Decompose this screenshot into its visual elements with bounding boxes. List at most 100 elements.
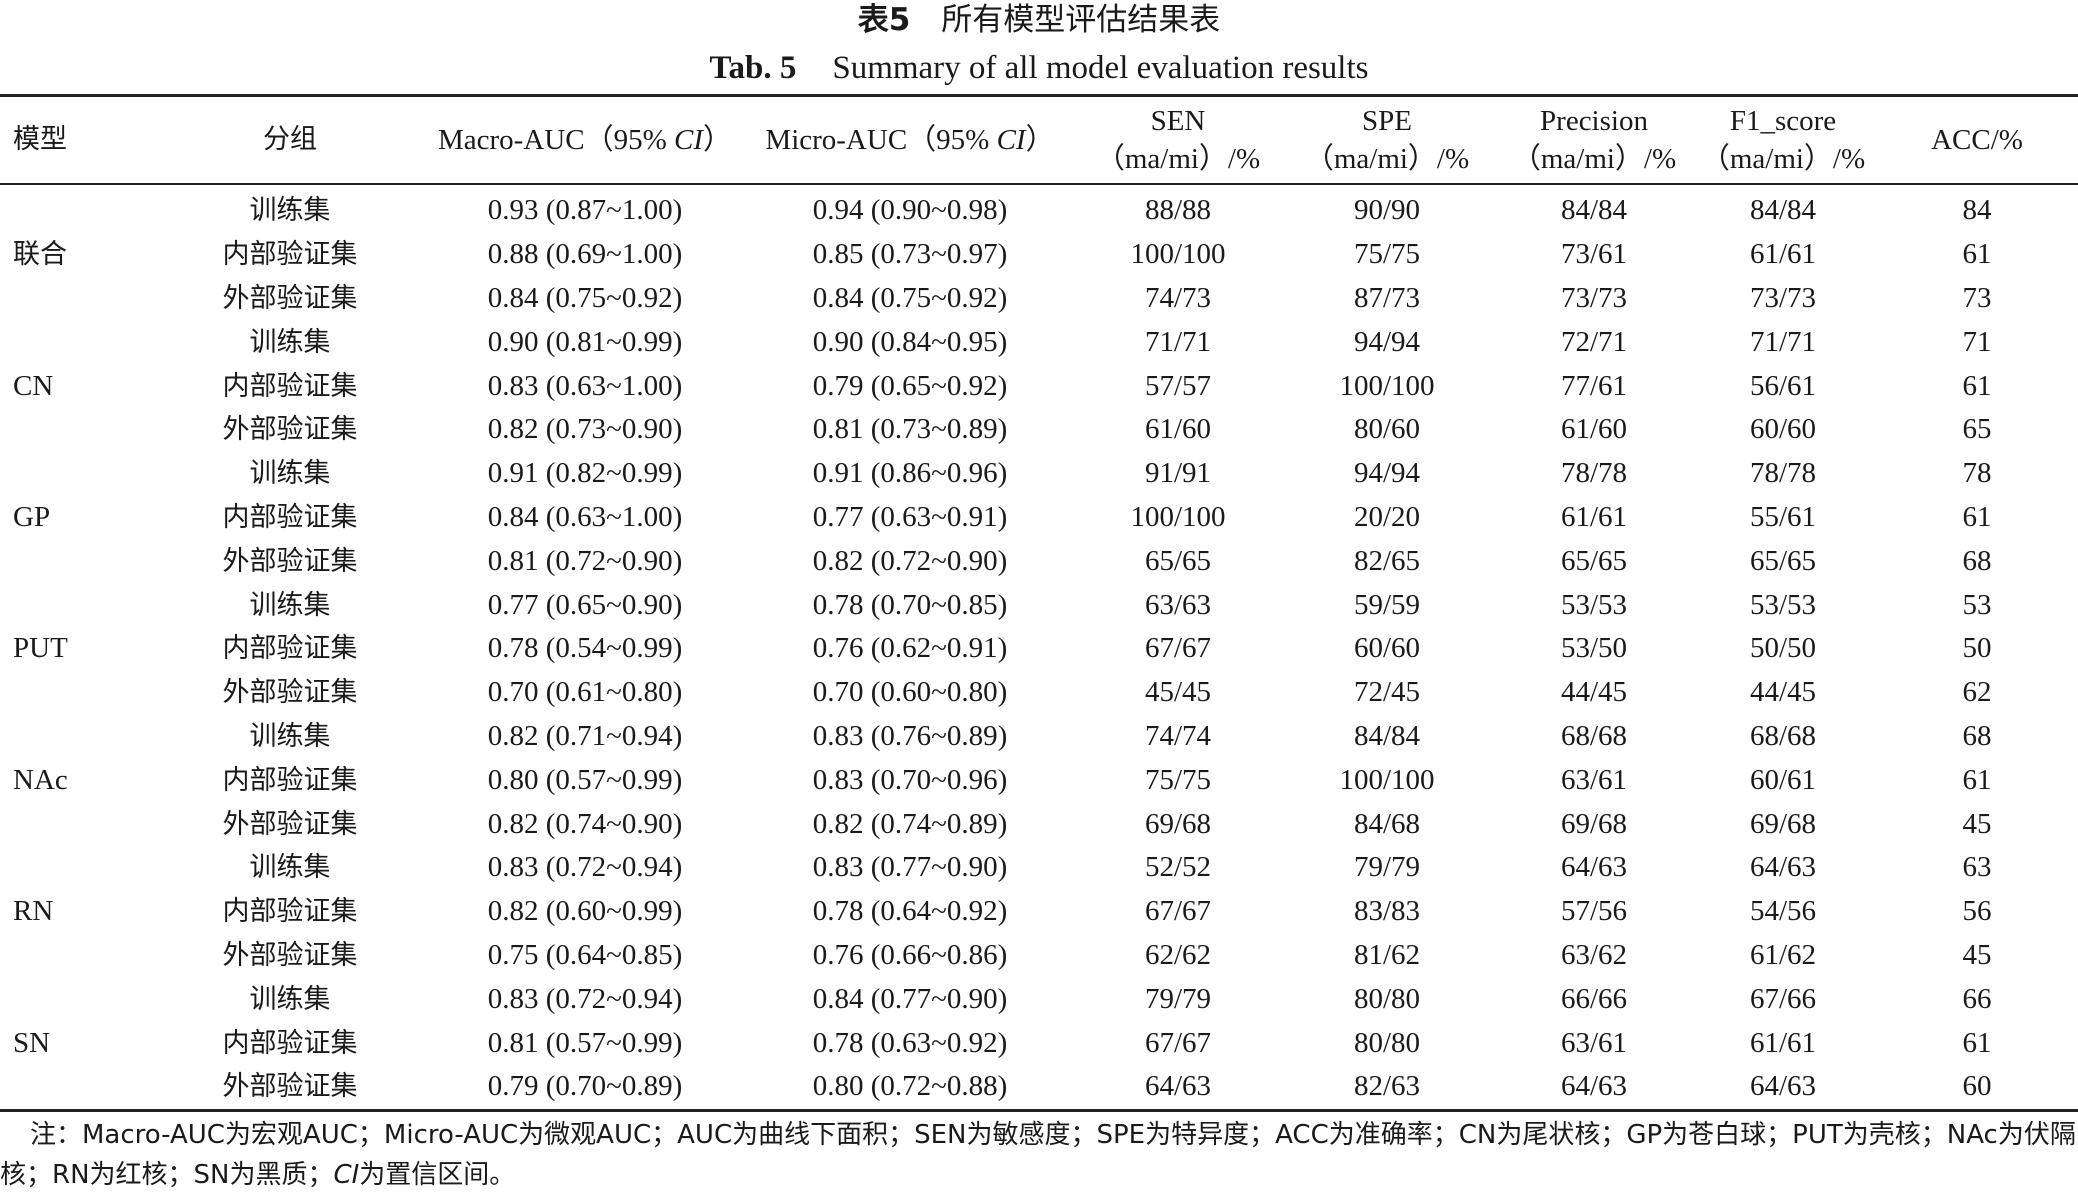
cell-micro-auc: 0.82 (0.72~0.90) bbox=[812, 544, 1008, 577]
cell-spe: 80/80 bbox=[1353, 1026, 1421, 1059]
cell-micro-auc: 0.78 (0.64~0.92) bbox=[812, 895, 1008, 928]
table-row: SN 训练集 0.83 (0.72~0.94) 0.84 (0.77~0.90) 79/… bbox=[0, 977, 2078, 1059]
cell-macro-auc: 0.84 (0.63~1.00) bbox=[487, 500, 683, 533]
cell-sen: 64/63 bbox=[1144, 1070, 1212, 1103]
cell-f1-score: 54/56 bbox=[1749, 895, 1817, 928]
cell-sen: 88/88 bbox=[1144, 194, 1212, 227]
cell-micro-auc: 0.85 (0.73~0.97) bbox=[812, 238, 1008, 271]
table-row: NAc 训练集 0.82 (0.71~0.94) 0.83 (0.76~0.89) 74… bbox=[0, 715, 2078, 796]
cell-precision: 63/62 bbox=[1560, 938, 1628, 971]
table-row: PUT 训练集 0.77 (0.65~0.90) 0.78 (0.70~0.85) 63… bbox=[0, 583, 2078, 665]
cell-macro-auc: 0.70 (0.61~0.80) bbox=[487, 676, 683, 709]
cell-group: 外部验证集 bbox=[222, 545, 358, 577]
cell-precision: 69/68 bbox=[1560, 807, 1628, 840]
cell-precision: 73/73 bbox=[1560, 281, 1628, 314]
header-group: 分组 bbox=[263, 124, 317, 155]
table-title-cn: 表5 所有模型评估结果表 bbox=[0, 0, 2078, 40]
cell-acc: 61 bbox=[1962, 500, 1992, 533]
cell-precision: 65/65 bbox=[1560, 544, 1628, 577]
cell-model: RN bbox=[13, 895, 54, 928]
cell-micro-auc: 0.79 (0.65~0.92) bbox=[812, 369, 1008, 402]
cell-model: CN bbox=[13, 369, 54, 402]
cell-group: 训练集 bbox=[249, 589, 331, 621]
cell-f1-score: 61/61 bbox=[1749, 238, 1817, 271]
header-acc: ACC/% bbox=[1931, 124, 2023, 156]
cell-precision: 63/61 bbox=[1560, 1026, 1628, 1059]
cell-precision: 64/63 bbox=[1560, 851, 1628, 884]
cell-micro-auc: 0.84 (0.77~0.90) bbox=[812, 982, 1008, 1015]
cell-precision: 73/61 bbox=[1560, 238, 1628, 271]
cell-acc: 73 bbox=[1962, 281, 1992, 314]
cell-f1-score: 67/66 bbox=[1749, 982, 1817, 1015]
cell-f1-score: 53/53 bbox=[1749, 588, 1817, 621]
cell-precision: 64/63 bbox=[1560, 1070, 1628, 1103]
cell-sen: 65/65 bbox=[1144, 544, 1212, 577]
cell-precision: 63/61 bbox=[1560, 763, 1628, 796]
cell-spe: 94/94 bbox=[1353, 325, 1421, 358]
cell-f1-score: 55/61 bbox=[1749, 500, 1817, 533]
cell-sen: 75/75 bbox=[1144, 763, 1212, 796]
cell-macro-auc: 0.83 (0.72~0.94) bbox=[487, 851, 683, 884]
cell-spe: 59/59 bbox=[1353, 588, 1421, 621]
cell-sen: 74/74 bbox=[1144, 719, 1212, 752]
header-spe-label: SPE bbox=[1362, 105, 1412, 137]
cell-macro-auc: 0.82 (0.73~0.90) bbox=[487, 413, 683, 446]
cell-group: 外部验证集 bbox=[222, 414, 358, 446]
cell-macro-auc: 0.78 (0.54~0.99) bbox=[487, 632, 683, 665]
cell-spe: 60/60 bbox=[1353, 632, 1421, 665]
cell-macro-auc: 0.83 (0.63~1.00) bbox=[487, 369, 683, 402]
cell-spe: 72/45 bbox=[1353, 676, 1421, 709]
cell-sen: 67/67 bbox=[1144, 895, 1212, 928]
cell-micro-auc: 0.78 (0.70~0.85) bbox=[812, 588, 1008, 621]
cell-group: 内部验证集 bbox=[222, 1027, 358, 1059]
cell-group: 训练集 bbox=[249, 720, 331, 752]
cell-macro-auc: 0.81 (0.72~0.90) bbox=[487, 544, 683, 577]
header-macro-auc: Macro-AUC（95% CI） bbox=[430, 96, 740, 185]
cell-sen: 100/100 bbox=[1130, 500, 1226, 533]
cell-precision: 77/61 bbox=[1560, 369, 1628, 402]
cell-spe: 90/90 bbox=[1353, 194, 1421, 227]
cell-acc: 78 bbox=[1962, 457, 1992, 490]
table-row: 外部验证集 0.82 (0.73~0.90) 0.81 (0.73~0.89) 61/… bbox=[0, 408, 2078, 452]
cell-group: 训练集 bbox=[249, 326, 331, 358]
cell-f1-score: 44/45 bbox=[1749, 676, 1817, 709]
cell-sen: 100/100 bbox=[1130, 238, 1226, 271]
cell-macro-auc: 0.83 (0.72~0.94) bbox=[487, 982, 683, 1015]
header-sen-unit: （ma/mi）/% bbox=[1095, 143, 1261, 175]
cell-model: PUT bbox=[13, 632, 68, 665]
cell-f1-score: 56/61 bbox=[1749, 369, 1817, 402]
header-macro-ci: CI bbox=[673, 124, 703, 156]
cell-sen: 74/73 bbox=[1144, 281, 1212, 314]
cell-micro-auc: 0.84 (0.75~0.92) bbox=[812, 281, 1008, 314]
cell-spe: 87/73 bbox=[1353, 281, 1421, 314]
cell-micro-auc: 0.94 (0.90~0.98) bbox=[812, 194, 1008, 227]
cell-f1-score: 64/63 bbox=[1749, 1070, 1817, 1103]
table-body: 联合 训练集 0.93 (0.87~1.00) 0.94 (0.90~0.98) 88/… bbox=[0, 184, 2078, 1111]
cell-group: 外部验证集 bbox=[222, 677, 358, 709]
header-f1: F1_score （ma/mi）/% bbox=[1690, 96, 1876, 185]
note-ci: CI bbox=[333, 1160, 360, 1190]
cell-group: 内部验证集 bbox=[222, 370, 358, 402]
cell-model: SN bbox=[13, 1026, 51, 1059]
cell-micro-auc: 0.83 (0.70~0.96) bbox=[812, 763, 1008, 796]
cell-group: 内部验证集 bbox=[222, 501, 358, 533]
cell-precision: 84/84 bbox=[1560, 194, 1628, 227]
cell-acc: 60 bbox=[1962, 1070, 1992, 1103]
cell-precision: 66/66 bbox=[1560, 982, 1628, 1015]
cell-f1-score: 78/78 bbox=[1749, 457, 1817, 490]
cell-model: NAc bbox=[13, 763, 68, 796]
cell-acc: 68 bbox=[1962, 544, 1992, 577]
cell-group: 外部验证集 bbox=[222, 939, 358, 971]
cell-spe: 94/94 bbox=[1353, 457, 1421, 490]
cell-f1-score: 64/63 bbox=[1749, 851, 1817, 884]
cell-group: 外部验证集 bbox=[222, 808, 358, 840]
note-end: 为置信区间。 bbox=[359, 1160, 516, 1190]
cell-precision: 72/71 bbox=[1560, 325, 1628, 358]
table-row: GP 训练集 0.91 (0.82~0.99) 0.91 (0.86~0.96) 91/… bbox=[0, 452, 2078, 533]
cell-acc: 84 bbox=[1962, 194, 1992, 227]
cell-micro-auc: 0.81 (0.73~0.89) bbox=[812, 413, 1008, 446]
cell-sen: 62/62 bbox=[1144, 938, 1212, 971]
table-row: CN 训练集 0.90 (0.81~0.99) 0.90 (0.84~0.95) 71/… bbox=[0, 320, 2078, 402]
table-row: RN 训练集 0.83 (0.72~0.94) 0.83 (0.77~0.90) 52/… bbox=[0, 846, 2078, 927]
cell-spe: 83/83 bbox=[1353, 895, 1421, 928]
